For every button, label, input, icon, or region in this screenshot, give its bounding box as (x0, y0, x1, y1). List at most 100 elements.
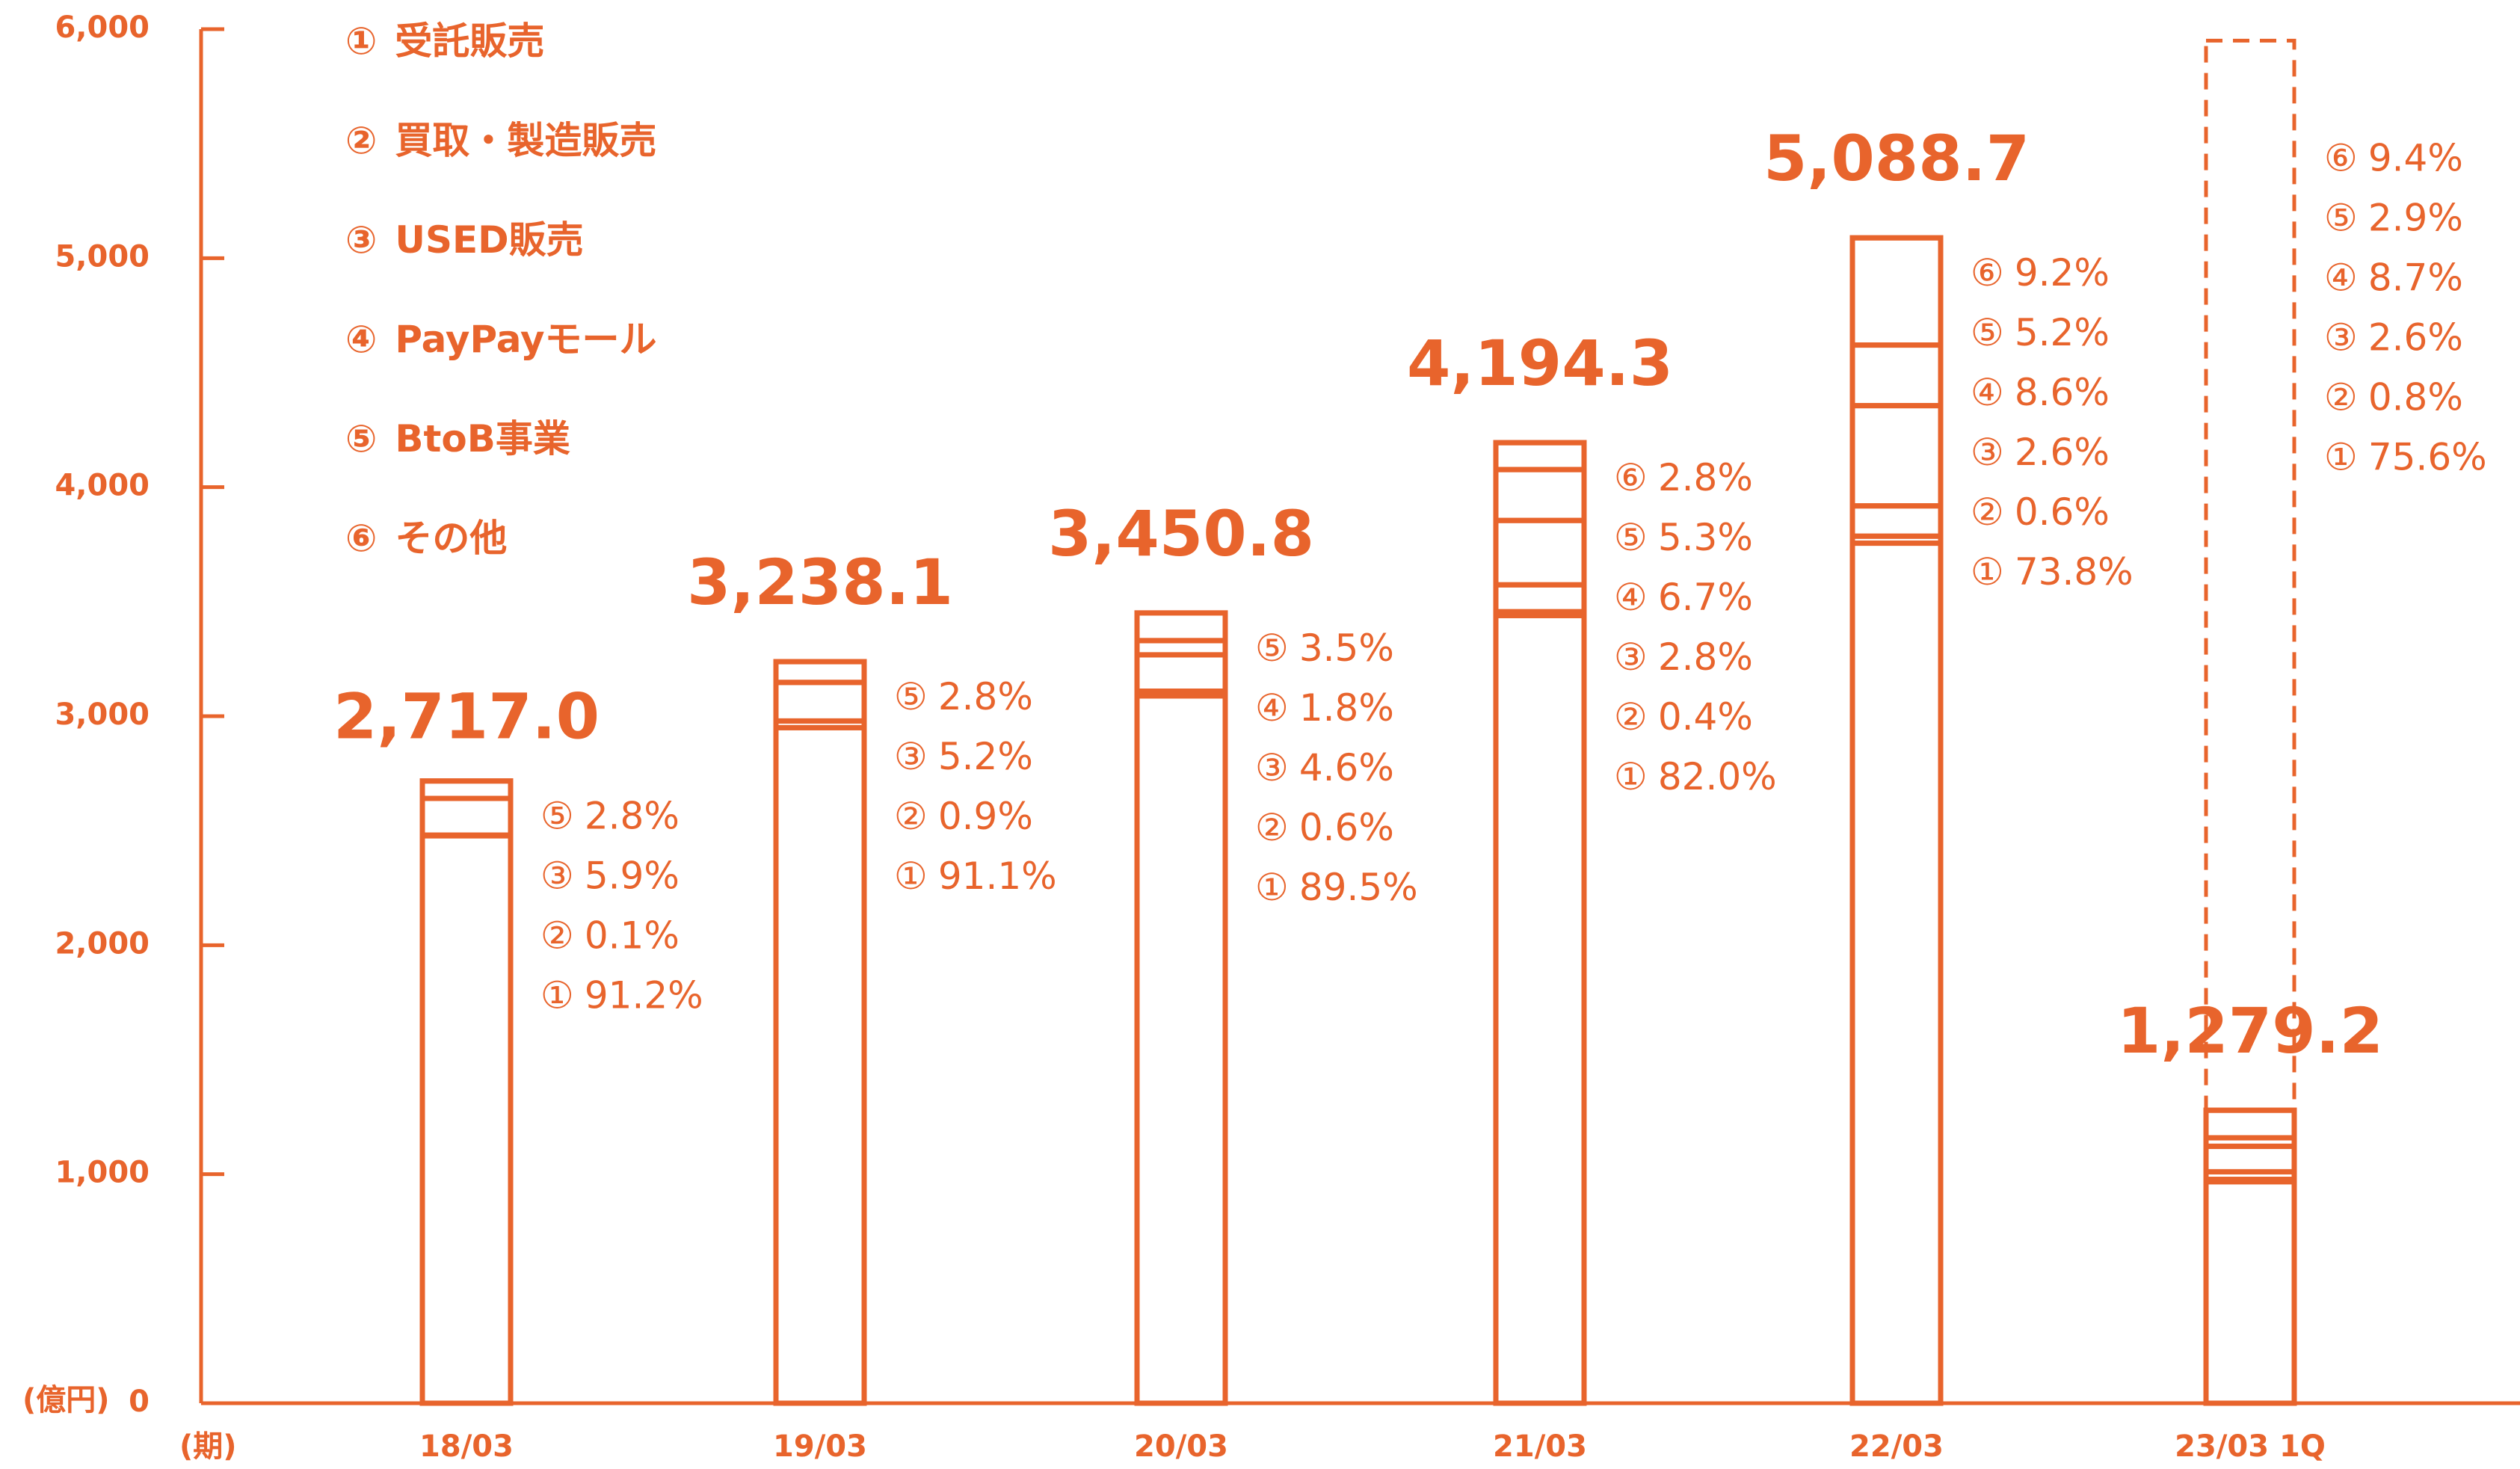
segment-label: ④ 1.8% (1255, 686, 1394, 729)
legend-marker: ④ (345, 318, 377, 361)
segment-value: 2.6% (2015, 431, 2110, 474)
y-tick-label: 1,000 (55, 1156, 150, 1190)
segment-value: 5.3% (1658, 516, 1753, 559)
segment-label: ② 0.1% (540, 914, 680, 957)
segment-marker: ⑥ (2324, 136, 2358, 179)
legend-label: 受託販売 (395, 19, 544, 63)
segment-marker: ⑤ (1971, 311, 2004, 354)
segment-value: 91.2% (585, 973, 703, 1017)
segment-marker: ② (540, 914, 574, 957)
segment-value: 82.0% (1658, 755, 1777, 798)
segment-value: 2.8% (1658, 456, 1753, 499)
x-tick-label: 20/03 (1134, 1429, 1228, 1464)
segment-marker: ④ (2324, 256, 2358, 299)
segment-marker: ② (1614, 695, 1648, 739)
total-label: 3,238.1 (687, 546, 953, 619)
segment-value: 0.1% (585, 914, 680, 957)
legend-label: その他 (395, 517, 507, 560)
segment-label: ① 91.1% (894, 854, 1057, 898)
segment-value: 4.6% (1299, 745, 1394, 789)
segment-label: ③ 2.8% (1614, 635, 1753, 679)
segment-label: ③ 2.6% (1971, 431, 2110, 474)
y-tick-label: 2,000 (55, 926, 150, 961)
y-tick-label: 4,000 (55, 469, 150, 503)
legend-label: BtoB事業 (395, 417, 570, 461)
x-tick-label: 19/03 (773, 1429, 867, 1464)
segment-marker: ① (2324, 435, 2358, 478)
total-label: 3,450.8 (1048, 497, 1314, 570)
segment-value: 9.2% (2015, 251, 2110, 295)
legend-marker: ⑥ (345, 517, 377, 560)
bar-total (2203, 1107, 2297, 1406)
segment-label: ① 75.6% (2324, 435, 2487, 478)
segment-marker: ② (2324, 375, 2358, 419)
segment-marker: ⑤ (1255, 626, 1289, 669)
segment-marker: ⑤ (1614, 516, 1648, 559)
segment-label: ④ 8.6% (1971, 371, 2110, 414)
segment-marker: ① (894, 854, 928, 898)
segment-label: ⑤ 2.9% (2324, 196, 2463, 239)
segment-marker: ⑤ (894, 675, 928, 718)
segment-value: 0.6% (1299, 805, 1394, 849)
segment-label: ④ 8.7% (2324, 256, 2463, 299)
total-label: 5,088.7 (1763, 122, 2030, 195)
bar-segment (773, 659, 867, 686)
segment-label: ② 0.6% (1255, 805, 1394, 849)
legend-entry: ⑥ その他 (345, 517, 507, 560)
segment-marker: ⑤ (540, 794, 574, 837)
segment-value: 91.1% (938, 854, 1057, 898)
segment-marker: ⑥ (1971, 251, 2004, 295)
segment-label: ⑤ 2.8% (540, 794, 680, 837)
x-tick-label: 18/03 (419, 1429, 514, 1464)
segment-label: ⑥ 2.8% (1614, 456, 1753, 499)
segment-value: 73.8% (2015, 550, 2134, 594)
total-label: 4,194.3 (1407, 327, 1673, 400)
segment-marker: ② (1971, 490, 2004, 534)
segment-marker: ③ (1971, 431, 2004, 474)
legend-entry: ④ PayPayモール (345, 318, 657, 361)
segment-value: 2.8% (585, 794, 680, 837)
segment-marker: ③ (894, 735, 928, 778)
segment-value: 2.8% (938, 675, 1033, 718)
segment-marker: ① (540, 973, 574, 1017)
total-label: 1,279.2 (2117, 994, 2383, 1068)
bar-segment (419, 778, 514, 801)
segment-marker: ③ (540, 854, 574, 897)
segment-value: 6.7% (1658, 576, 1753, 619)
bar-segment (1849, 235, 1944, 348)
total-label: 2,717.0 (333, 680, 600, 754)
legend-label: PayPayモール (395, 318, 656, 361)
segment-label: ⑥ 9.4% (2324, 136, 2463, 179)
segment-marker: ③ (2324, 315, 2358, 359)
segment-marker: ① (1971, 550, 2004, 594)
segment-marker: ⑤ (2324, 196, 2358, 239)
segment-value: 0.4% (1658, 695, 1753, 739)
x-tick-label: 22/03 (1849, 1429, 1944, 1464)
bar-total (1134, 610, 1228, 1406)
segment-value: 89.5% (1299, 865, 1418, 908)
segment-label: ③ 2.6% (2324, 315, 2463, 359)
segment-label: ② 0.9% (894, 795, 1033, 838)
segment-value: 3.5% (1299, 626, 1394, 669)
segment-marker: ③ (1614, 635, 1648, 679)
segment-marker: ⑥ (1614, 456, 1648, 499)
y-tick-label: 5,000 (55, 239, 150, 274)
segment-value: 2.6% (2368, 315, 2463, 359)
segment-label: ① 82.0% (1614, 755, 1777, 798)
segment-value: 2.9% (2368, 196, 2463, 239)
segment-marker: ② (894, 795, 928, 838)
x-tick-label: 23/03 1Q (2175, 1429, 2326, 1464)
segment-marker: ① (1255, 865, 1289, 908)
segment-value: 5.9% (585, 854, 680, 897)
segment-label: ⑥ 9.2% (1971, 251, 2110, 295)
segment-value: 8.7% (2368, 256, 2463, 299)
segment-label: ⑤ 5.3% (1614, 516, 1753, 559)
segment-value: 2.8% (1658, 635, 1753, 679)
segment-value: 0.6% (2015, 490, 2110, 534)
segment-value: 9.4% (2368, 136, 2463, 179)
legend-entry: ② 買取・製造販売 (345, 119, 656, 162)
legend-entry: ⑤ BtoB事業 (345, 417, 570, 461)
segment-label: ③ 5.9% (540, 854, 680, 897)
segment-label: ② 0.8% (2324, 375, 2463, 419)
